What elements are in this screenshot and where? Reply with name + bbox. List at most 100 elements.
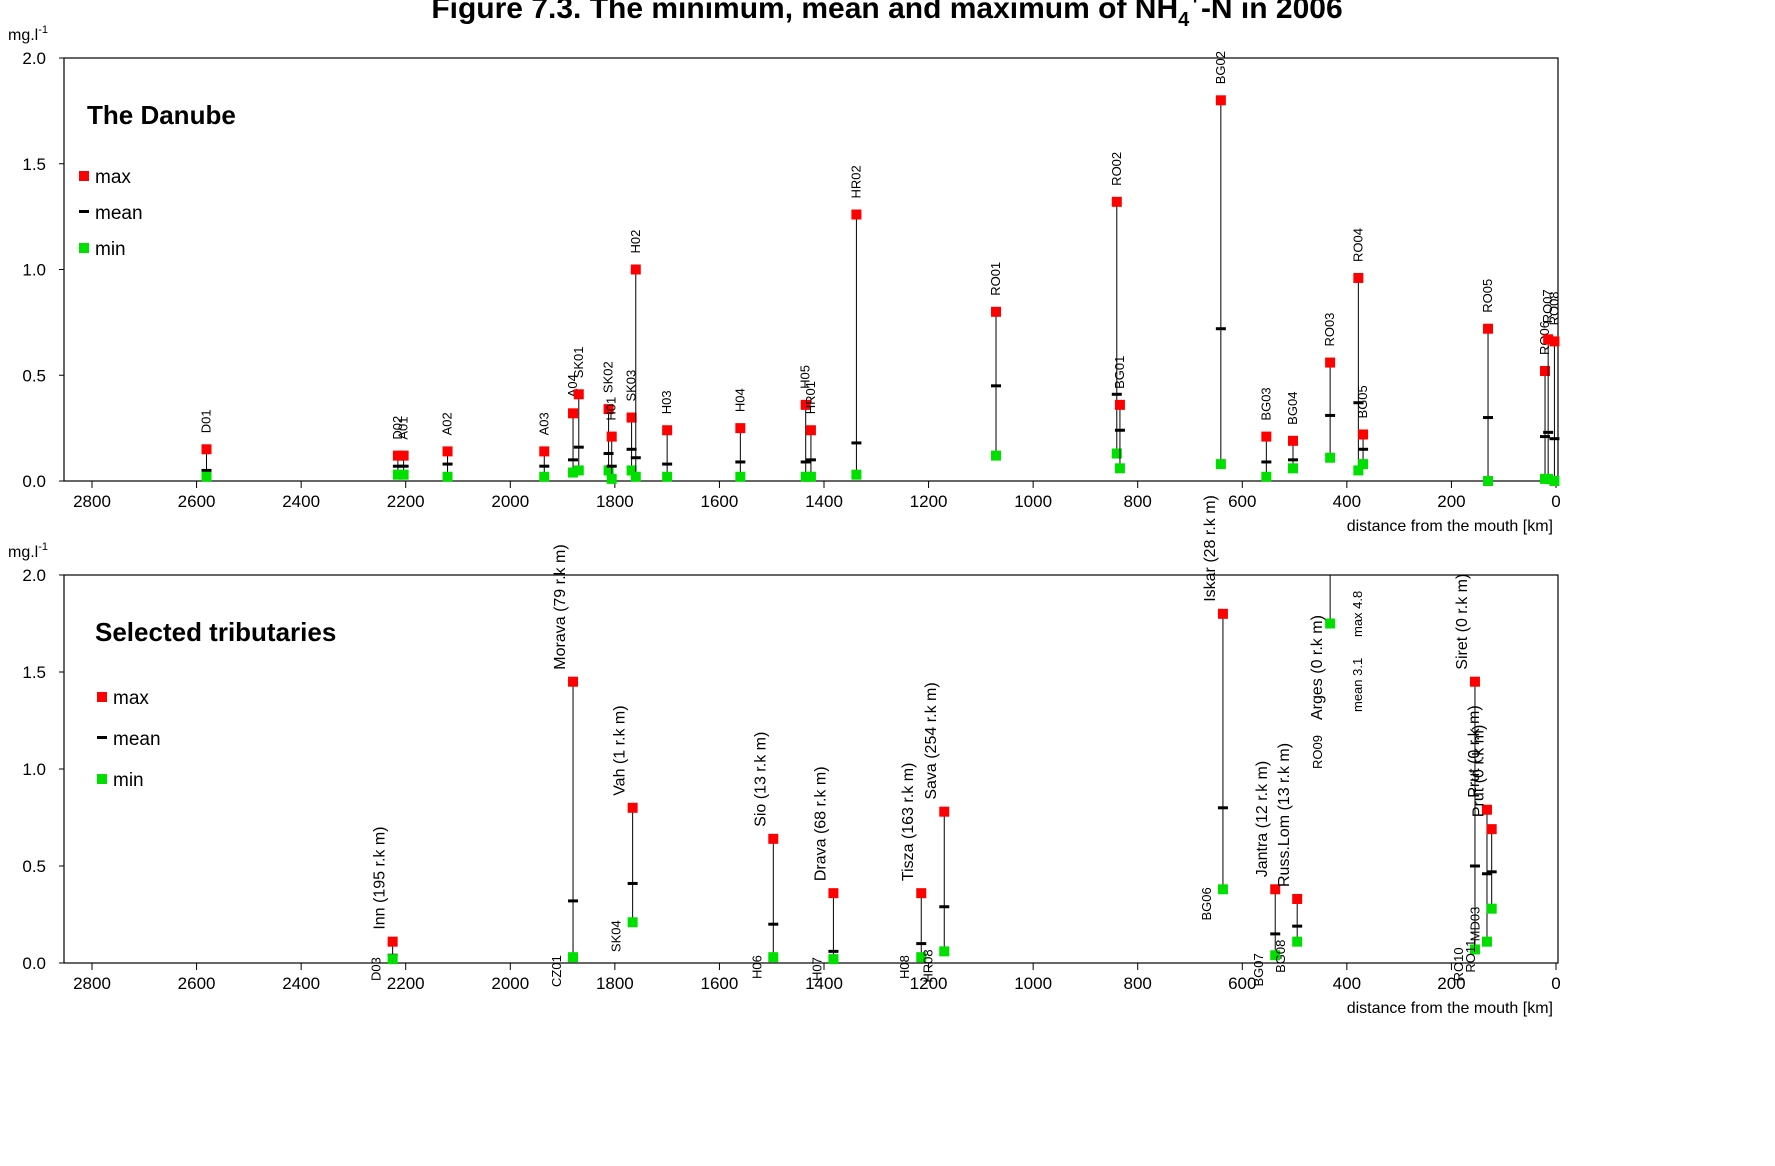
min-point xyxy=(1292,936,1303,947)
y-tick-label: 2.0 xyxy=(22,49,46,68)
min-point xyxy=(1353,465,1364,476)
station-label: HR02 xyxy=(848,165,863,198)
min-point xyxy=(1261,471,1272,482)
x-tick-label: 400 xyxy=(1333,492,1361,511)
y-unit-label: mg.l-1 xyxy=(8,541,48,561)
mean-point xyxy=(1111,392,1122,396)
x-tick-label: 1600 xyxy=(701,492,739,511)
station-label: SK03 xyxy=(624,370,639,402)
x-tick-label: 1000 xyxy=(1014,492,1052,511)
mean-point xyxy=(1261,460,1272,464)
x-tick-label: 0 xyxy=(1551,492,1560,511)
x-tick-label: 600 xyxy=(1228,492,1256,511)
min-point xyxy=(1358,459,1369,470)
x-tick-label: 1000 xyxy=(1014,974,1052,993)
x-tick-label: 2800 xyxy=(73,974,111,993)
station-label: D01 xyxy=(199,409,214,433)
x-tick-label: 2400 xyxy=(282,974,320,993)
legend-min-label: min xyxy=(113,770,144,791)
mean-point xyxy=(398,464,409,468)
min-point xyxy=(568,952,579,963)
legend-min-marker xyxy=(79,243,89,253)
min-point xyxy=(398,469,409,480)
x-tick-label: 2600 xyxy=(178,974,216,993)
max-point xyxy=(626,412,637,423)
station-label: RO05 xyxy=(1480,279,1495,313)
danube-panel: mg.l-1 0.0 0.5 1.0 1.5 2.0 2800 2600 2400 2200 200… xyxy=(8,24,1561,535)
max-point xyxy=(828,888,839,899)
tributary-name: Drava (68 r.k m) xyxy=(812,766,829,881)
mean-point xyxy=(1469,864,1480,868)
station-label: A03 xyxy=(536,412,551,435)
min-point xyxy=(1549,476,1560,486)
legend-min-marker xyxy=(97,774,107,784)
min-point xyxy=(606,473,617,484)
max-point xyxy=(1292,893,1303,904)
mean-point xyxy=(851,441,862,445)
max-point xyxy=(805,425,816,436)
max-point xyxy=(991,306,1002,317)
min-point xyxy=(627,917,638,928)
min-point xyxy=(568,467,579,478)
x-tick-label: 200 xyxy=(1437,974,1465,993)
min-point xyxy=(916,952,927,963)
y-tick-label: 1.0 xyxy=(22,760,46,779)
max-point xyxy=(1469,676,1480,687)
station-code: MD03 xyxy=(1468,907,1483,942)
station-label: H05 xyxy=(798,365,813,389)
station-code: HR08 xyxy=(920,949,935,982)
station-label: SK02 xyxy=(601,361,616,393)
plot-frame xyxy=(63,57,1559,482)
min-point xyxy=(851,469,862,480)
min-point xyxy=(800,471,811,482)
tributary-name: Sio (13 r.k m) xyxy=(752,732,769,827)
min-point xyxy=(1288,463,1299,474)
min-point xyxy=(630,471,641,482)
tributary-name: Iskar (28 r.k m) xyxy=(1202,495,1219,602)
mean-point xyxy=(805,458,816,462)
station-label: SK01 xyxy=(571,346,586,378)
station-label: RO04 xyxy=(1350,228,1365,262)
x-tick-label: 2000 xyxy=(491,974,529,993)
mean-point xyxy=(662,462,673,466)
mean-point xyxy=(627,881,638,885)
y-tick-label: 0.5 xyxy=(22,857,46,876)
min-point xyxy=(991,450,1002,461)
station-code: H07 xyxy=(809,957,824,981)
max-point xyxy=(735,423,746,434)
max-point xyxy=(387,936,398,947)
max-point xyxy=(1353,272,1364,283)
max-point xyxy=(1481,804,1492,815)
mean-point xyxy=(539,464,550,468)
station-code: D03 xyxy=(369,957,384,981)
x-tick-label: 2000 xyxy=(491,492,529,511)
min-point xyxy=(626,465,637,476)
station-label: RO07 xyxy=(1540,289,1555,323)
mean-point xyxy=(1481,872,1492,876)
y-tick-label: 0.5 xyxy=(22,366,46,385)
x-tick-label: 400 xyxy=(1333,974,1361,993)
max-point xyxy=(916,888,927,899)
y-tick-label: 2.0 xyxy=(22,566,46,585)
min-point xyxy=(539,471,550,482)
max-point xyxy=(939,806,950,817)
y-tick-label: 1.5 xyxy=(22,155,46,174)
legend-mean-marker xyxy=(97,736,107,739)
y-unit-label: mg.l-1 xyxy=(8,24,48,44)
mean-point xyxy=(916,942,927,946)
max-point xyxy=(800,399,811,410)
x-tick-label: 0 xyxy=(1551,974,1560,993)
station-label: A01 xyxy=(396,416,411,439)
mean-point xyxy=(606,464,617,468)
y-tick-label: 0.0 xyxy=(22,472,46,491)
max-point xyxy=(606,431,617,442)
mean-point xyxy=(768,922,779,926)
mean-point xyxy=(1215,327,1226,331)
x-tick-label: 800 xyxy=(1124,974,1152,993)
station-label: H02 xyxy=(628,230,643,254)
min-point xyxy=(1483,476,1494,486)
station-code: BG06 xyxy=(1199,887,1214,920)
max-point xyxy=(442,446,453,457)
mean-point xyxy=(392,464,403,468)
